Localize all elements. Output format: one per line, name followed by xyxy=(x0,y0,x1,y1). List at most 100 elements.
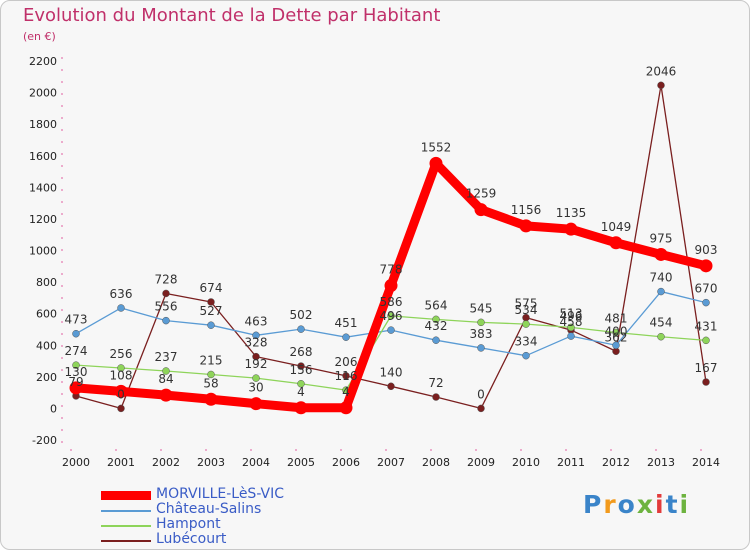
data-label: 431 xyxy=(695,319,718,333)
legend-label: Château-Salins xyxy=(156,501,262,517)
legend-label: Hampont xyxy=(156,516,221,532)
data-label: 740 xyxy=(650,271,673,285)
y-tick-label: -200 xyxy=(32,434,57,447)
data-point xyxy=(297,362,305,370)
data-point xyxy=(567,323,575,332)
data-point xyxy=(432,336,440,344)
data-point xyxy=(522,320,530,328)
data-label: 575 xyxy=(515,297,538,311)
data-point xyxy=(297,380,305,388)
data-label: 636 xyxy=(110,287,133,301)
data-point xyxy=(117,364,125,372)
data-label: 1049 xyxy=(601,220,632,234)
data-point xyxy=(387,312,395,320)
data-label: 451 xyxy=(335,316,358,330)
y-tick-label: 0 xyxy=(50,402,57,415)
y-tick-label: 800 xyxy=(36,276,57,289)
data-label: 1156 xyxy=(511,203,542,217)
logo-letter: r xyxy=(603,490,618,519)
data-label: 167 xyxy=(695,361,718,375)
data-point xyxy=(207,370,215,379)
data-label: 215 xyxy=(200,353,223,367)
data-label: 458 xyxy=(560,315,583,329)
y-tick-label: 600 xyxy=(36,308,57,321)
data-point xyxy=(519,219,533,233)
data-label: 481 xyxy=(605,311,628,325)
data-label: 237 xyxy=(155,350,178,364)
data-point xyxy=(477,344,485,352)
legend-label: Lubécourt xyxy=(156,531,227,547)
data-label: 527 xyxy=(200,304,223,318)
data-point xyxy=(297,325,305,333)
logo-letter: i xyxy=(679,490,691,519)
data-point xyxy=(612,328,620,337)
x-tick-label: 2011 xyxy=(557,456,585,469)
data-label: 728 xyxy=(155,272,178,286)
data-label: 79 xyxy=(68,375,83,389)
y-tick-label: 1600 xyxy=(29,150,57,163)
x-tick-label: 2001 xyxy=(107,456,135,469)
legend-swatch xyxy=(101,509,151,512)
data-label: 156 xyxy=(290,363,313,377)
logo-letter: o xyxy=(617,490,637,519)
data-point xyxy=(114,384,128,398)
y-tick-label: 1800 xyxy=(29,118,57,131)
data-label: 256 xyxy=(110,347,133,361)
data-label: 84 xyxy=(158,372,173,386)
logo-letter: x xyxy=(636,490,655,519)
data-point xyxy=(384,279,398,293)
data-label: 0 xyxy=(117,387,125,401)
data-point xyxy=(252,352,260,361)
data-label: 58 xyxy=(203,376,218,390)
data-point xyxy=(432,393,440,401)
data-point xyxy=(72,361,80,369)
data-label: 674 xyxy=(200,281,223,295)
logo-letter: t xyxy=(665,490,680,519)
data-label: 116 xyxy=(335,369,358,383)
data-point xyxy=(72,329,80,338)
data-point xyxy=(162,289,170,298)
data-point xyxy=(657,287,665,296)
data-point xyxy=(657,332,665,341)
axes: -200020040060080010001200140016001800200… xyxy=(29,55,720,469)
data-label: 454 xyxy=(650,316,673,330)
data-point xyxy=(702,336,710,345)
data-label: 2046 xyxy=(646,64,677,78)
data-point xyxy=(564,222,578,236)
data-label: 30 xyxy=(248,381,263,395)
data-point xyxy=(342,333,350,341)
y-tick-label: 400 xyxy=(36,339,57,352)
data-point xyxy=(387,326,395,334)
data-label: 1259 xyxy=(466,187,497,201)
x-tick-label: 2006 xyxy=(332,456,360,469)
data-point xyxy=(612,341,620,349)
series-layer xyxy=(69,81,713,415)
data-label: 513 xyxy=(560,306,583,320)
data-label: 328 xyxy=(245,336,268,350)
data-point xyxy=(657,81,665,90)
legend-swatch xyxy=(101,491,151,500)
data-label: 4 xyxy=(342,385,350,399)
logo-letter: i xyxy=(655,490,666,519)
data-label: 72 xyxy=(428,376,443,390)
data-point xyxy=(162,316,170,325)
data-label: 334 xyxy=(515,335,538,349)
data-point xyxy=(567,332,575,340)
y-tick-label: 200 xyxy=(36,371,57,384)
data-point xyxy=(609,236,623,250)
x-tick-label: 2005 xyxy=(287,456,315,469)
x-tick-label: 2004 xyxy=(242,456,270,469)
legend-swatch xyxy=(101,524,151,527)
data-label: 362 xyxy=(605,330,628,344)
data-label: 903 xyxy=(695,243,718,257)
x-tick-label: 2010 xyxy=(512,456,540,469)
chart-title: Evolution du Montant de la Dette par Hab… xyxy=(23,5,441,26)
x-tick-label: 2008 xyxy=(422,456,450,469)
x-tick-label: 2013 xyxy=(647,456,675,469)
data-point xyxy=(252,374,260,382)
data-label: 564 xyxy=(425,298,448,312)
data-point xyxy=(252,331,260,340)
data-label: 556 xyxy=(155,300,178,314)
data-point xyxy=(69,381,83,395)
data-label: 4 xyxy=(297,385,305,399)
